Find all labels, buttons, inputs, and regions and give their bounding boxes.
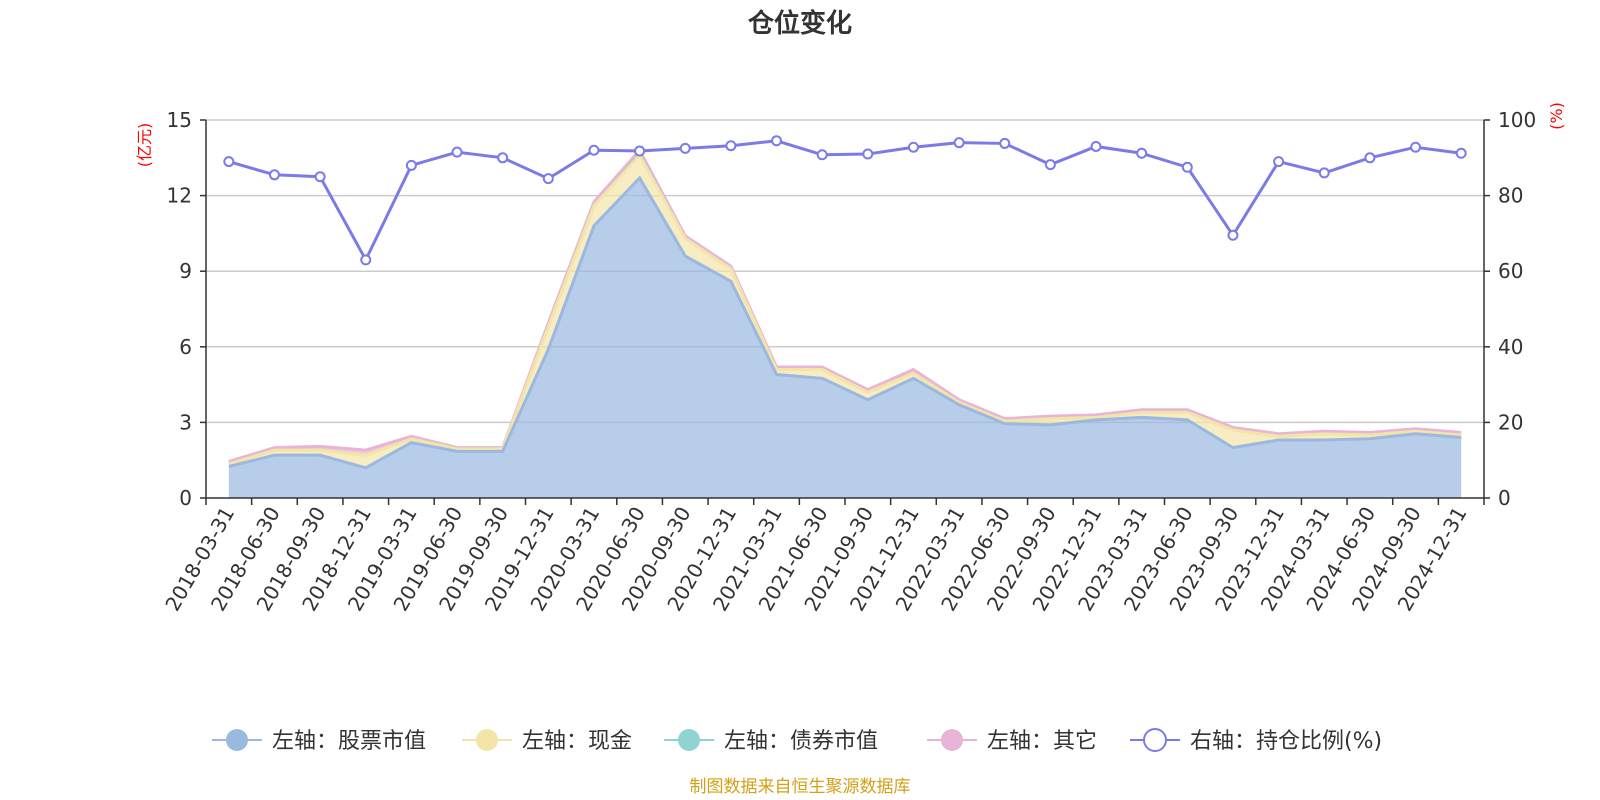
ratio-point <box>1090 140 1102 152</box>
ratio-point <box>953 137 965 149</box>
legend-marker <box>226 729 248 751</box>
ratio-point <box>1044 159 1056 171</box>
ratio-point <box>1181 161 1193 173</box>
ratio-point <box>907 141 919 153</box>
legend-marker <box>941 729 963 751</box>
ratio-point <box>725 140 737 152</box>
ratio-point <box>1318 167 1330 179</box>
legend-item: 左轴：现金 <box>462 729 632 754</box>
left-axis-tick-label: 0 <box>179 486 192 510</box>
legend-marker <box>678 729 700 751</box>
area-edge-现金 <box>228 152 1462 466</box>
ratio-point <box>360 254 372 266</box>
legend-item: 左轴：债券市值 <box>664 729 878 754</box>
area-股票市值 <box>228 177 1462 498</box>
legend-label: 左轴：股票市值 <box>272 729 426 754</box>
chart-title: 仓位变化 <box>747 8 852 39</box>
legend-label: 左轴：债券市值 <box>724 729 878 754</box>
ratio-point <box>634 145 646 157</box>
legend-label: 右轴：持仓比例(%) <box>1190 729 1382 754</box>
area-现金 <box>228 155 1462 468</box>
position-ratio-line <box>223 135 1467 266</box>
right-axis-tick-label: 20 <box>1498 410 1523 434</box>
legend-item: 左轴：其它 <box>927 729 1097 754</box>
ratio-point <box>268 169 280 181</box>
left-axis-tick-label: 9 <box>179 259 192 283</box>
right-axis-unit: (%) <box>1547 102 1566 130</box>
legend-item: 左轴：股票市值 <box>212 729 426 754</box>
ratio-point <box>771 135 783 147</box>
left-axis-tick-label: 3 <box>179 410 192 434</box>
area-edge-其它 <box>228 147 1462 463</box>
ratio-point <box>816 149 828 161</box>
ratio-point <box>1455 147 1467 159</box>
ratio-point <box>405 159 417 171</box>
ratio-point <box>451 146 463 158</box>
ratio-point <box>223 156 235 168</box>
ratio-point <box>314 171 326 183</box>
legend-item: 右轴：持仓比例(%) <box>1130 728 1382 754</box>
grid-lines <box>206 119 1484 424</box>
legend: 左轴：股票市值 左轴：现金 左轴：债券市值 左轴：其它 右轴：持仓比例(%) <box>212 728 1382 754</box>
data-source-note: 制图数据来自恒生聚源数据库 <box>690 777 911 797</box>
area-edge-股票市值 <box>228 175 1462 470</box>
ratio-point <box>862 148 874 160</box>
stacked-areas <box>228 147 1462 498</box>
ratio-point <box>1136 147 1148 159</box>
right-axis-tick-label: 40 <box>1498 335 1523 359</box>
ratio-point <box>1410 141 1422 153</box>
right-axis-tick-label: 0 <box>1498 486 1511 510</box>
left-axis-tick-label: 12 <box>167 184 192 208</box>
left-axis-unit: (亿元) <box>135 123 154 168</box>
ratio-point <box>999 137 1011 149</box>
ratio-point <box>497 152 509 164</box>
legend-marker <box>1143 728 1167 752</box>
ratio-point <box>542 173 554 185</box>
legend-label: 左轴：其它 <box>987 729 1097 754</box>
right-axis-tick-label: 80 <box>1498 184 1523 208</box>
axes: 036912150204060801002018-03-312018-06-30… <box>160 108 1536 615</box>
left-axis-tick-label: 6 <box>179 335 192 359</box>
ratio-line-path <box>228 139 1462 264</box>
left-axis-tick-label: 15 <box>167 108 192 132</box>
ratio-point <box>588 144 600 156</box>
right-axis-tick-label: 100 <box>1498 108 1536 132</box>
right-axis-tick-label: 60 <box>1498 259 1523 283</box>
legend-label: 左轴：现金 <box>522 729 632 754</box>
ratio-point <box>1227 229 1239 241</box>
ratio-point <box>1273 156 1285 168</box>
ratio-point <box>1364 152 1376 164</box>
ratio-point <box>679 142 691 154</box>
legend-marker <box>476 729 498 751</box>
